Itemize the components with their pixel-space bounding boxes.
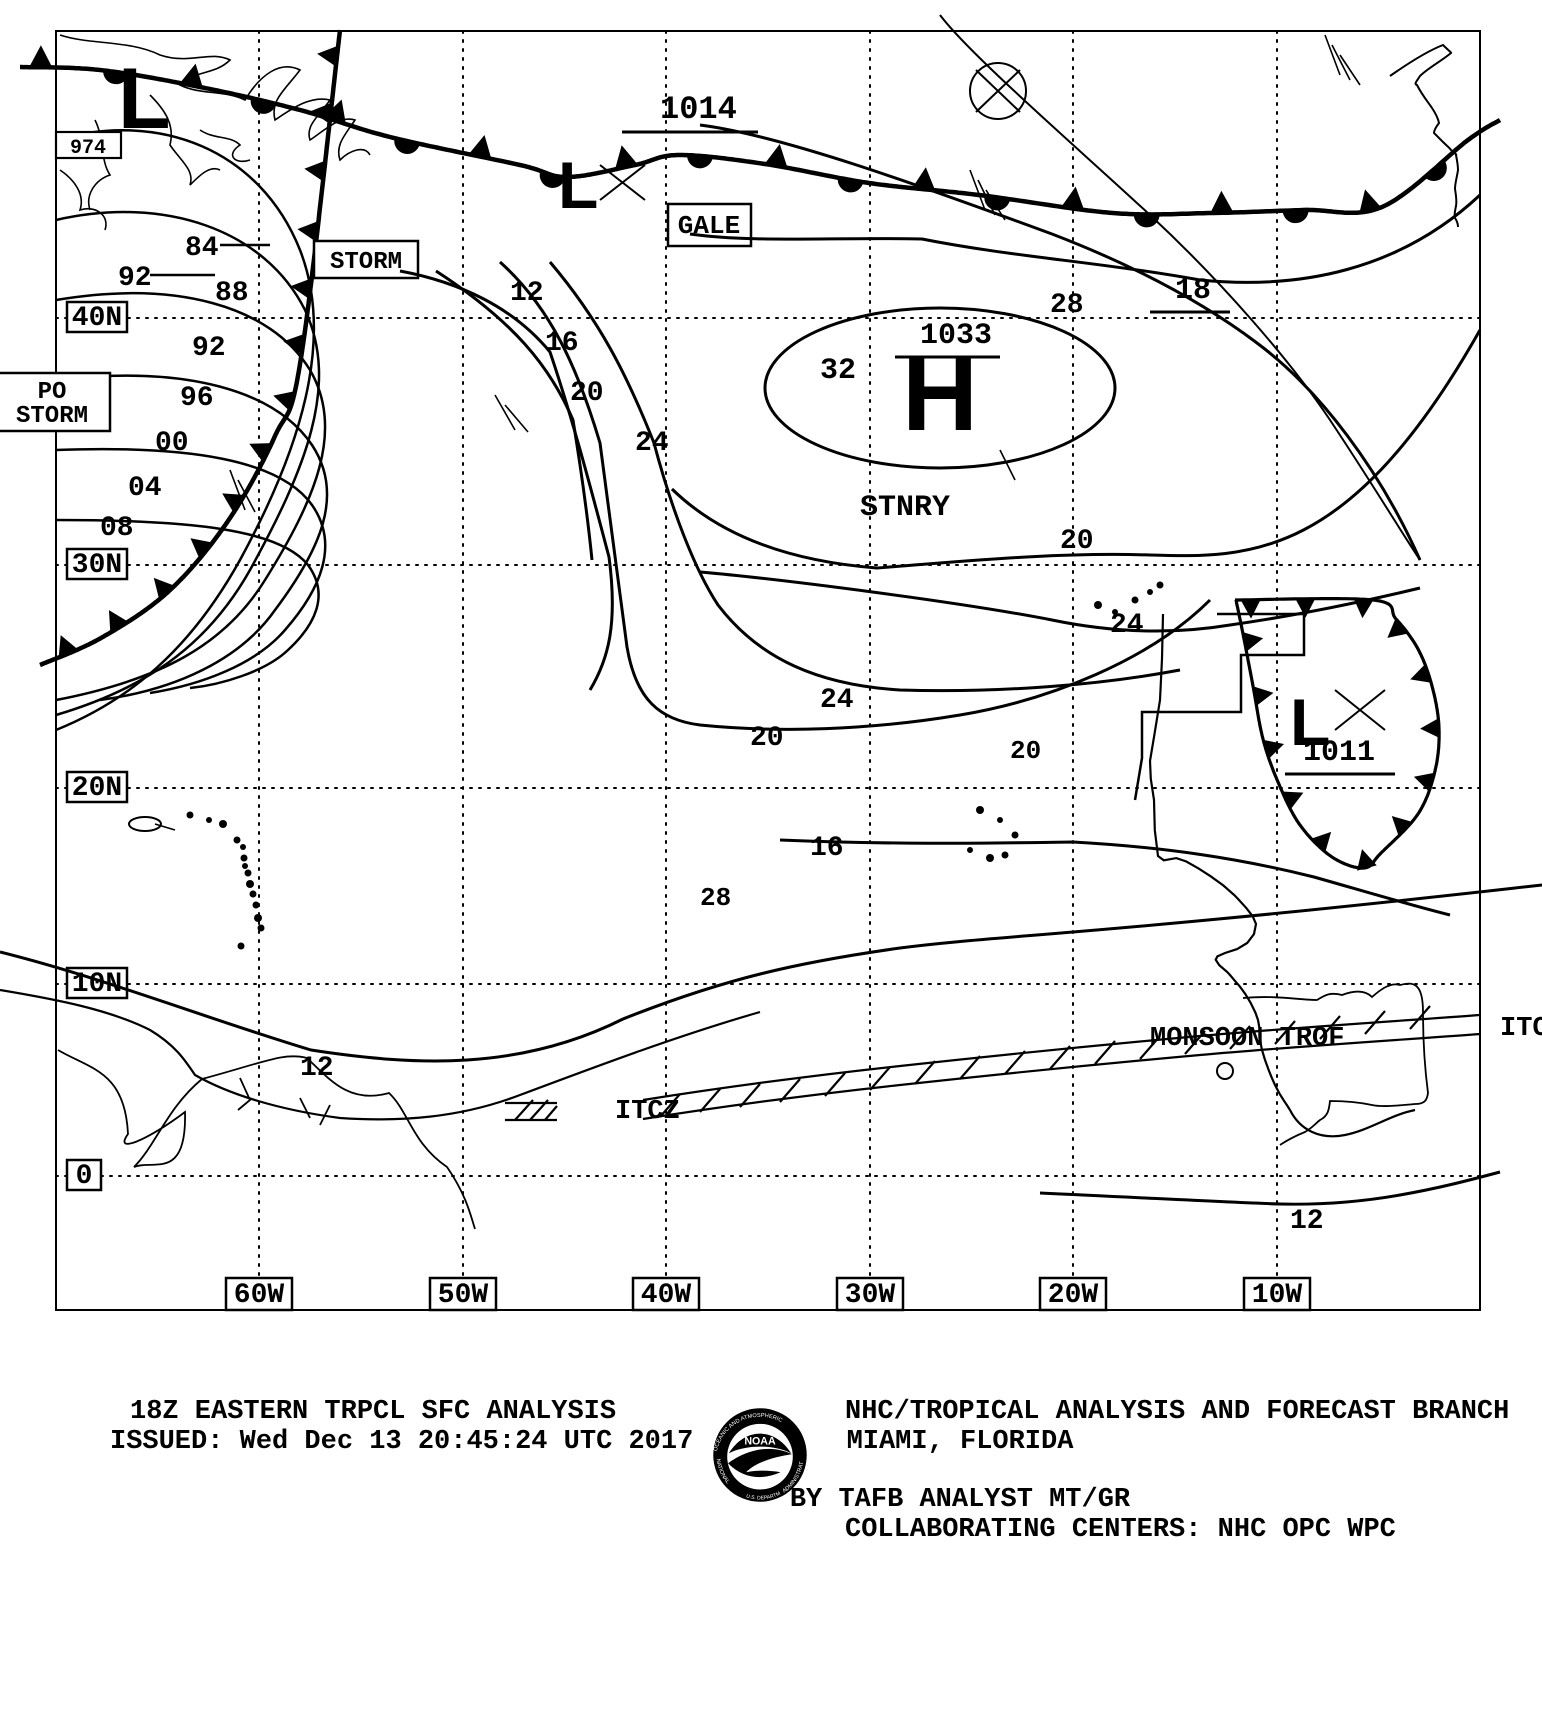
svg-text:88: 88 bbox=[215, 278, 249, 309]
svg-text:84: 84 bbox=[185, 233, 219, 264]
svg-text:20: 20 bbox=[750, 723, 784, 754]
svg-text:40N: 40N bbox=[72, 303, 122, 334]
svg-text:30W: 30W bbox=[845, 1280, 896, 1311]
svg-text:ISSUED: Wed Dec 13 20:45:24 UT: ISSUED: Wed Dec 13 20:45:24 UTC 2017 bbox=[110, 1427, 693, 1457]
svg-text:20: 20 bbox=[1010, 736, 1041, 766]
svg-text:L: L bbox=[558, 148, 598, 222]
svg-text:0: 0 bbox=[76, 1161, 93, 1192]
svg-text:STORM: STORM bbox=[16, 403, 88, 430]
svg-text:H: H bbox=[902, 336, 978, 453]
svg-text:ITCZ: ITCZ bbox=[1500, 1014, 1542, 1044]
svg-text:18Z EASTERN TRPCL SFC ANALYSIS: 18Z EASTERN TRPCL SFC ANALYSIS bbox=[130, 1397, 616, 1427]
svg-text:MIAMI, FLORIDA: MIAMI, FLORIDA bbox=[847, 1427, 1075, 1457]
svg-text:1014: 1014 bbox=[660, 91, 737, 128]
svg-text:04: 04 bbox=[128, 473, 162, 504]
svg-text:30N: 30N bbox=[72, 550, 122, 581]
svg-text:ITCZ: ITCZ bbox=[615, 1097, 680, 1127]
svg-text:10W: 10W bbox=[1252, 1280, 1303, 1311]
svg-text:28: 28 bbox=[700, 883, 731, 913]
svg-text:40W: 40W bbox=[641, 1280, 692, 1311]
svg-text:1011: 1011 bbox=[1303, 736, 1375, 770]
svg-text:28: 28 bbox=[1050, 290, 1084, 321]
svg-text:L: L bbox=[118, 51, 171, 147]
svg-text:24: 24 bbox=[635, 428, 669, 459]
svg-text:NHC/TROPICAL ANALYSIS AND FORE: NHC/TROPICAL ANALYSIS AND FORECAST BRANC… bbox=[845, 1397, 1509, 1427]
svg-text:96: 96 bbox=[180, 383, 214, 414]
svg-text:20N: 20N bbox=[72, 773, 122, 804]
svg-text:32: 32 bbox=[820, 354, 856, 388]
svg-text:12: 12 bbox=[510, 278, 544, 309]
svg-text:00: 00 bbox=[155, 428, 189, 459]
svg-text:16: 16 bbox=[545, 328, 579, 359]
svg-text:92: 92 bbox=[118, 263, 152, 294]
svg-text:60W: 60W bbox=[234, 1280, 285, 1311]
svg-text:NOAA: NOAA bbox=[744, 1435, 776, 1447]
svg-text:STNRY: STNRY bbox=[860, 491, 950, 525]
svg-text:1033: 1033 bbox=[920, 319, 992, 353]
svg-text:BY TAFB ANALYST MT/GR: BY TAFB ANALYST MT/GR bbox=[790, 1485, 1131, 1515]
svg-text:20: 20 bbox=[1060, 526, 1094, 557]
svg-text:16: 16 bbox=[810, 833, 844, 864]
svg-text:PO: PO bbox=[38, 379, 67, 406]
svg-text:12: 12 bbox=[1290, 1206, 1324, 1237]
svg-text:20: 20 bbox=[570, 378, 604, 409]
svg-text:974: 974 bbox=[70, 137, 106, 160]
svg-text:92: 92 bbox=[192, 333, 226, 364]
svg-text:STORM: STORM bbox=[330, 249, 402, 276]
svg-text:08: 08 bbox=[100, 513, 134, 544]
svg-text:COLLABORATING CENTERS: NHC OPC: COLLABORATING CENTERS: NHC OPC WPC bbox=[845, 1515, 1396, 1545]
svg-text:20W: 20W bbox=[1048, 1280, 1099, 1311]
svg-text:24: 24 bbox=[820, 685, 854, 716]
svg-text:50W: 50W bbox=[438, 1280, 489, 1311]
